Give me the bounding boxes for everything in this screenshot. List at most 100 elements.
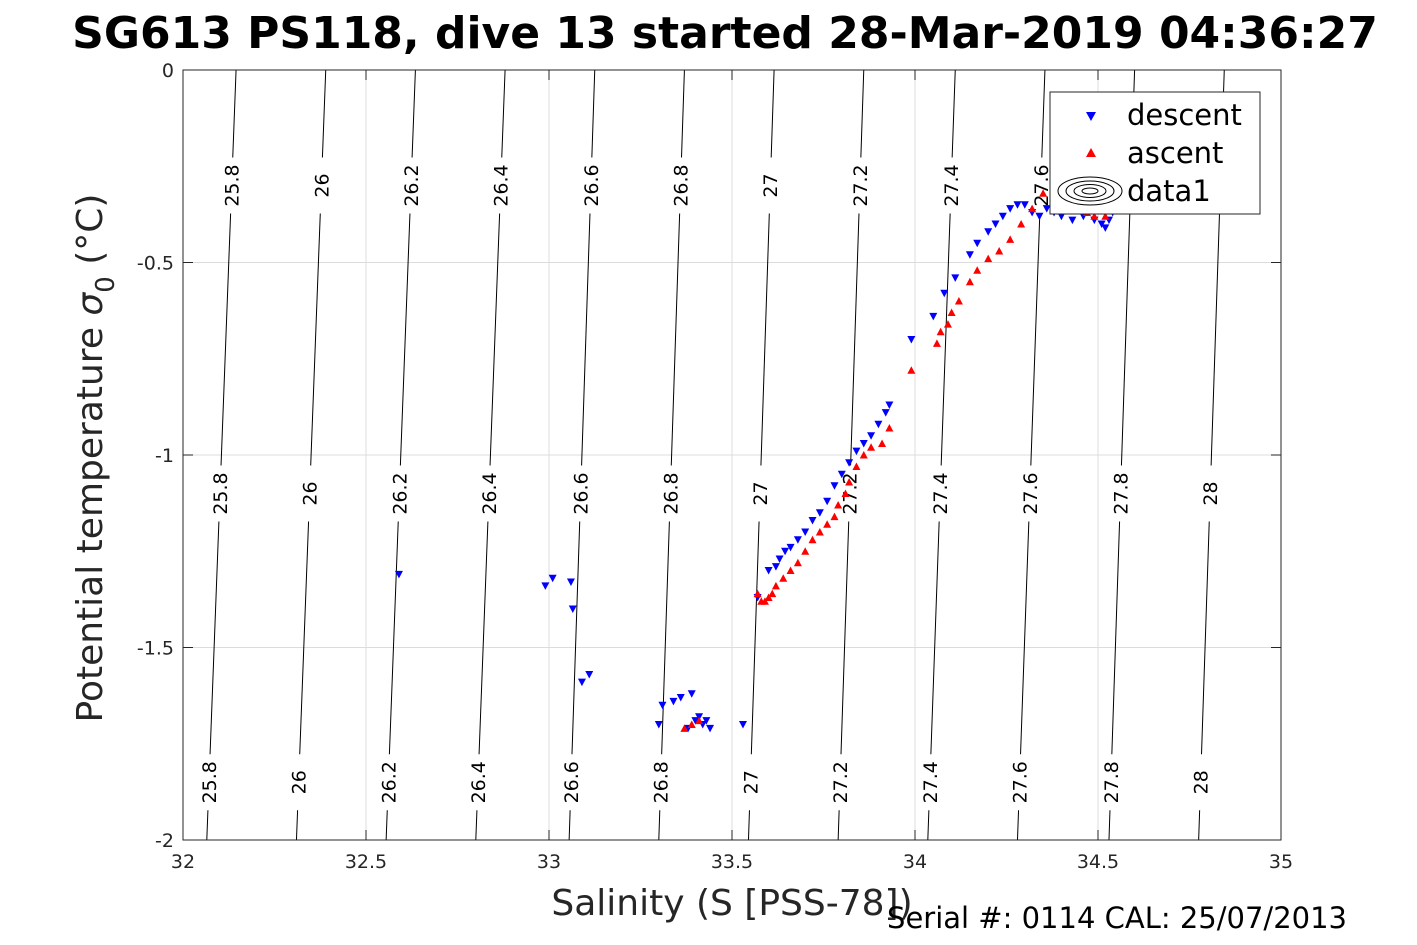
contour-line: [571, 521, 581, 755]
contour-label: 27.6: [1031, 164, 1053, 206]
descent-point: [823, 497, 832, 506]
x-tick-label: 35: [1269, 851, 1293, 873]
contour-label: 25.8: [210, 472, 232, 514]
descent-point: [940, 289, 949, 298]
contour-line: [475, 810, 478, 841]
descent-point: [781, 547, 790, 556]
descent-point: [1101, 224, 1110, 232]
ascent-point: [771, 581, 780, 590]
legend-descent-marker: [1086, 112, 1096, 121]
descent-point: [885, 401, 894, 409]
ascent-point: [1090, 212, 1099, 220]
x-tick-label: 34.5: [1077, 851, 1119, 873]
descent-point: [867, 432, 876, 440]
ascent-point: [947, 308, 956, 317]
ascent-point: [808, 535, 817, 544]
ascent-point: [768, 589, 777, 598]
descent-point: [1068, 216, 1077, 225]
chart-title: SG613 PS118, dive 13 started 28-Mar-2019…: [72, 8, 1378, 59]
contour-line: [927, 810, 930, 841]
descent-point: [965, 251, 974, 259]
ascent-point: [932, 339, 941, 347]
contour-label: 27.4: [941, 164, 963, 206]
contour-line: [670, 213, 681, 466]
ascent-point: [801, 547, 810, 555]
contour-label: 27.4: [920, 761, 942, 803]
ascent-point: [973, 266, 982, 274]
ascent-point: [830, 512, 839, 521]
ascent-point: [841, 489, 850, 497]
descent-point: [1035, 212, 1044, 221]
contour-line: [295, 810, 299, 841]
contour-label: 25.8: [199, 761, 221, 803]
contour-line: [411, 69, 416, 158]
descent-point: [771, 563, 780, 571]
ascent-point: [878, 439, 887, 447]
contour-label: 27.2: [840, 472, 862, 514]
x-tick-label: 34: [903, 851, 927, 873]
descent-point: [548, 574, 557, 583]
contour-line: [321, 69, 327, 158]
contour-label: 26.2: [389, 472, 411, 514]
contour-line: [388, 521, 399, 755]
contour-line: [860, 69, 865, 158]
contour-line: [930, 521, 940, 755]
contour-line: [658, 810, 661, 841]
contour-line: [568, 810, 571, 841]
y-axis-label-sub: 0: [91, 276, 121, 293]
ascent-point: [786, 566, 795, 574]
contour-line: [489, 213, 501, 466]
contour-line: [478, 521, 489, 755]
ascent-point: [760, 597, 769, 605]
contour-label: 27.8: [1111, 472, 1133, 514]
ascent-point: [984, 254, 993, 263]
ascent-point: [852, 462, 861, 471]
contour-label: 26.6: [581, 164, 603, 206]
descent-point: [1097, 220, 1106, 228]
contour-line: [1198, 810, 1201, 841]
contour-label: 26: [311, 173, 333, 197]
contour-line: [661, 521, 670, 755]
ascent-point: [867, 443, 876, 451]
descent-point: [830, 482, 839, 490]
ascent-point: [954, 297, 963, 305]
descent-point: [738, 721, 747, 729]
x-tick-label: 33.5: [711, 851, 753, 873]
contour-label: 27: [750, 481, 772, 505]
contour-line: [770, 69, 775, 158]
descent-point: [394, 570, 403, 579]
descent-point: [687, 690, 696, 698]
y-axis-label: Potential temperature σ0 (°C): [70, 194, 121, 723]
descent-point: [984, 228, 993, 236]
descent-point: [881, 409, 890, 417]
descent-point: [1020, 201, 1029, 209]
contour-line: [760, 213, 770, 466]
descent-point: [676, 694, 685, 702]
legend-ascent-marker: [1086, 148, 1096, 157]
descent-point: [793, 536, 802, 544]
ascent-point: [680, 724, 689, 732]
descent-point: [859, 439, 868, 448]
ascent-point: [815, 528, 824, 536]
contour-line: [220, 213, 232, 466]
descent-point: [706, 724, 715, 733]
legend-descent-label: descent: [1127, 98, 1242, 132]
contour-line: [581, 213, 591, 466]
contour-line: [1201, 521, 1210, 755]
contour-line: [1108, 810, 1111, 841]
y-tick-label: -2: [155, 830, 174, 852]
descent-point: [801, 528, 810, 536]
descent-point: [907, 336, 916, 344]
contour-line: [399, 213, 411, 466]
ascent-point: [1039, 189, 1048, 197]
contour-line: [840, 521, 850, 755]
contour-label: 25.8: [222, 164, 244, 206]
serial-cal-text: Serial #: 0114 CAL: 25/07/2013: [887, 901, 1347, 935]
ascent-point: [1028, 204, 1037, 213]
contour-label: 26.6: [571, 472, 593, 514]
descent-point: [786, 543, 795, 552]
contour-line: [681, 69, 685, 158]
contour-label: 27: [740, 770, 762, 794]
contour-label: 26: [300, 481, 322, 505]
